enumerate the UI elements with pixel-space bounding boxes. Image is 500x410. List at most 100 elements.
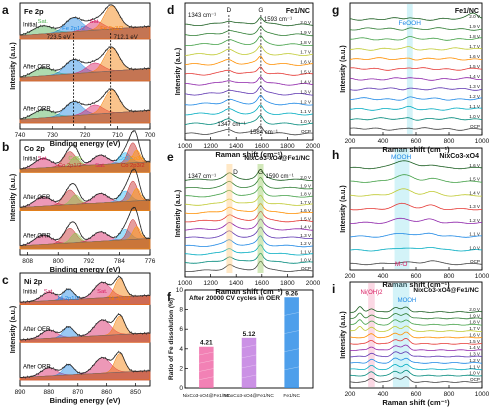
xps-data-point [93, 196, 95, 198]
xps-data-point [145, 238, 147, 240]
trace-label: Initial [23, 289, 37, 295]
xps-data-point [23, 300, 25, 302]
xps-data-point [129, 110, 131, 112]
xps-data-point [127, 108, 129, 110]
x-tick-label: 800 [53, 258, 64, 265]
xps-data-point [123, 187, 125, 189]
xps-data-point [93, 235, 95, 236]
xps-data-point [36, 68, 38, 70]
potential-label: 1.5 V [469, 64, 481, 69]
xps-data-point [143, 369, 145, 371]
x-tick-label: 890 [15, 389, 26, 396]
xps-data-point [117, 195, 119, 196]
xps-data-point [125, 183, 127, 185]
xps-data-point [97, 359, 99, 361]
xps-data-point [78, 333, 80, 335]
peak-label: Co3+ [68, 156, 83, 162]
xps-data-point [60, 110, 62, 112]
y-tick-label: 10 [176, 287, 184, 294]
xps-data-point [82, 236, 84, 238]
xps-data-point [138, 333, 140, 335]
peak-label: Ni 2p3/2 [109, 296, 131, 302]
xps-data-point [149, 161, 151, 163]
potential-label: 1.0 V [300, 258, 312, 263]
xps-data-point [25, 117, 27, 119]
spectrum-line [350, 331, 483, 339]
xps-data-point [145, 26, 147, 28]
xps-data-point [114, 236, 116, 238]
band-highlight [226, 164, 233, 273]
xps-data-point [119, 58, 121, 60]
xps-data-point [143, 235, 145, 236]
xps-data-point [140, 332, 142, 334]
xps-background [19, 199, 151, 208]
xps-data-point [26, 73, 28, 75]
xps-data-point [106, 234, 108, 236]
xps-data-point [75, 223, 77, 224]
xps-data-point [121, 228, 123, 230]
xps-data-point [43, 195, 45, 197]
xps-data-point [114, 198, 116, 199]
x-tick-label: 860 [101, 389, 112, 396]
xps-data-point [77, 60, 79, 62]
xps-data-point [30, 29, 32, 31]
x-tick-label: 850 [130, 389, 141, 396]
highlight-band [406, 4, 413, 134]
xps-data-point [90, 368, 92, 370]
xps-data-point [21, 76, 23, 78]
xps-data-point [21, 339, 23, 341]
spectrum-line [184, 35, 314, 46]
xps-data-point [64, 291, 66, 293]
panel-label: d [167, 3, 174, 17]
xps-data-point [67, 62, 69, 64]
potential-label: 1.5 V [469, 177, 481, 182]
x-tick-label: 1800 [280, 143, 295, 150]
spectrum-line [349, 319, 482, 326]
xps-data-point [101, 281, 103, 283]
spectrum-line [184, 26, 313, 37]
xps-data-point [51, 293, 53, 294]
spectrum-line [184, 66, 314, 76]
xps-data-point [39, 195, 41, 197]
xps-data-point [125, 65, 127, 67]
xps-data-point [73, 368, 75, 370]
xps-data-point [54, 201, 56, 203]
xps-data-point [28, 301, 30, 303]
xps-data-point [54, 294, 56, 296]
x-tick-label: 2000 [306, 280, 321, 287]
xps-data-point [21, 245, 23, 247]
xps-data-point [54, 163, 56, 165]
xps-data-point [90, 62, 92, 64]
xps-data-point [101, 192, 103, 194]
xps-data-point [149, 26, 151, 28]
xps-data-point [45, 109, 47, 111]
xps-data-point [52, 237, 54, 239]
xps-data-point [49, 291, 51, 293]
potential-label: 1.4 V [469, 74, 481, 79]
xps-data-point [119, 232, 121, 234]
xps-data-point [26, 165, 28, 167]
xps-data-point [26, 204, 28, 205]
xps-data-point [147, 67, 149, 69]
x-tick-label: 400 [378, 273, 389, 280]
xps-data-point [95, 285, 97, 287]
xps-data-point [112, 283, 114, 285]
xps-data-point [58, 238, 60, 240]
xps-data-point [116, 236, 118, 238]
xps-data-point [143, 25, 145, 27]
xps-data-point [30, 375, 32, 377]
xps-data-point [145, 371, 147, 373]
xps-data-point [67, 226, 69, 228]
xps-data-point [117, 156, 119, 158]
xps-data-point [56, 111, 58, 113]
xps-data-point [140, 188, 142, 189]
xps-data-point [103, 320, 105, 322]
potential-label: 1.7 V [300, 200, 312, 205]
xps-data-point [145, 68, 147, 70]
xps-data-point [30, 164, 32, 166]
spectrum-line [349, 160, 483, 170]
xps-data-point [127, 141, 129, 142]
xps-data-point [82, 372, 84, 373]
xps-data-point [34, 337, 36, 339]
